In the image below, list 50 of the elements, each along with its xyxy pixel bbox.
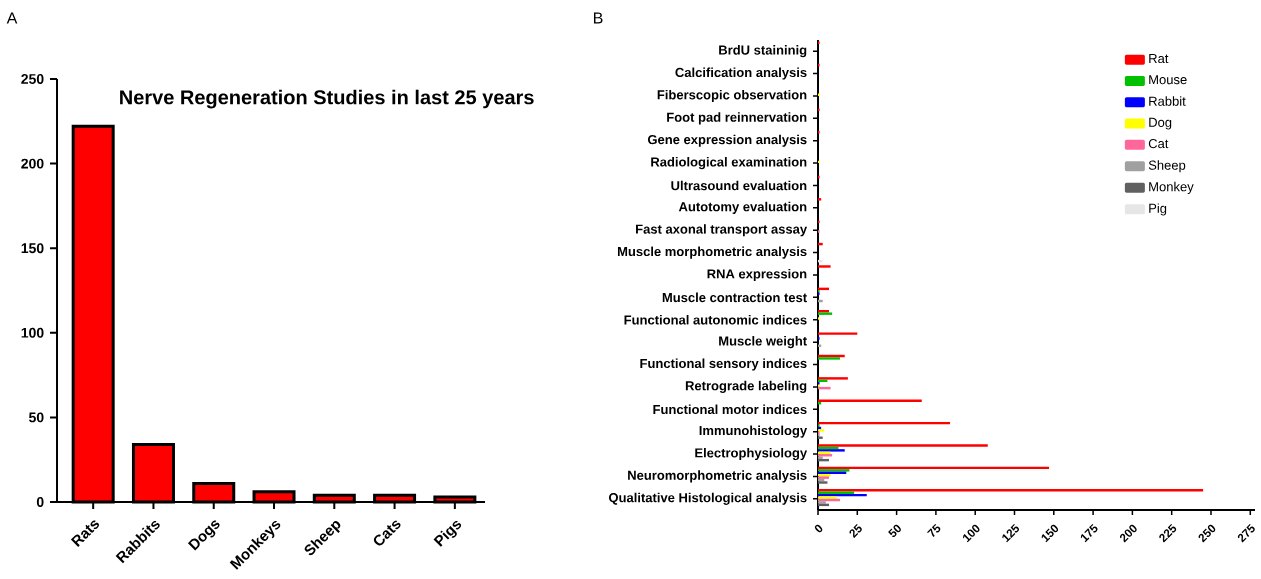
y-tick-label: RNA expression — [707, 268, 807, 282]
y-tick-label: 0 — [36, 497, 44, 507]
y-tick-label: Immunohistology — [699, 425, 808, 438]
x-tick-label: 125 — [1002, 523, 1020, 543]
x-tick-label: 100 — [962, 524, 980, 543]
legend-label: Monkey — [1149, 181, 1194, 194]
x-tick-label: 50 — [888, 524, 901, 538]
x-tick-label: 250 — [1198, 524, 1216, 543]
y-tick-label: Muscle weight — [719, 336, 807, 349]
y-tick-label: Muscle morphometric analysis — [617, 246, 807, 259]
x-tick-label: 75 — [927, 523, 941, 537]
legend-label: Mouse — [1149, 75, 1187, 85]
y-tick-label: Retrograde labeling — [685, 380, 807, 393]
legend-label: Rabbit — [1149, 96, 1186, 106]
y-tick-label: 150 — [21, 243, 44, 254]
y-tick-label: Functional sensory indices — [640, 358, 807, 371]
y-tick-label: BrdU staininig — [719, 45, 807, 58]
x-tick-label: 200 — [1119, 524, 1137, 543]
y-tick-label: Radiological examination — [651, 157, 807, 170]
y-tick-label: 100 — [21, 327, 44, 338]
y-tick-label: Autotomy evaluation — [678, 201, 807, 214]
y-tick-label: Functional autonomic indices — [624, 314, 807, 325]
x-tick-label: 225 — [1159, 523, 1177, 543]
x-tick-label: 25 — [849, 523, 862, 538]
y-tick-label: 50 — [28, 412, 44, 423]
y-tick-label: Gene expression analysis — [647, 134, 807, 147]
x-tick-label: 275 — [1237, 523, 1255, 543]
y-tick-label: Foot pad reinnervation — [667, 112, 807, 125]
y-tick-label: Muscle contraction test — [662, 292, 807, 303]
x-tick-label: 175 — [1080, 523, 1098, 543]
legend-label: Cat — [1148, 138, 1169, 149]
text: B — [593, 12, 603, 24]
y-tick-label: Neuromorphometric analysis — [628, 470, 807, 483]
text: A — [6, 12, 18, 24]
y-tick-label: 200 — [21, 158, 44, 169]
y-tick-label: Electrophysiology — [695, 447, 808, 461]
y-tick-label: 250 — [21, 74, 44, 84]
y-tick-label: Functional motor indices — [653, 404, 807, 415]
x-tick-label: 0 — [814, 524, 823, 533]
x-tick-label: 150 — [1041, 524, 1059, 543]
legend-label: Rat — [1149, 54, 1169, 64]
text: Nerve Regeneration Studies in last 25 years — [120, 89, 534, 109]
y-tick-label: Ultrasound evaluation — [671, 180, 807, 191]
y-tick-label: Calcification analysis — [675, 67, 807, 80]
y-tick-label: Qualitative Histological analysis — [608, 492, 807, 505]
legend-label: Pig — [1149, 203, 1167, 216]
legend-label: Sheep — [1148, 160, 1186, 173]
legend-label: Dog — [1149, 117, 1172, 130]
y-tick-label: Fast axonal transport assay — [636, 224, 808, 237]
y-tick-label: Fiberscopic observation — [657, 89, 807, 102]
